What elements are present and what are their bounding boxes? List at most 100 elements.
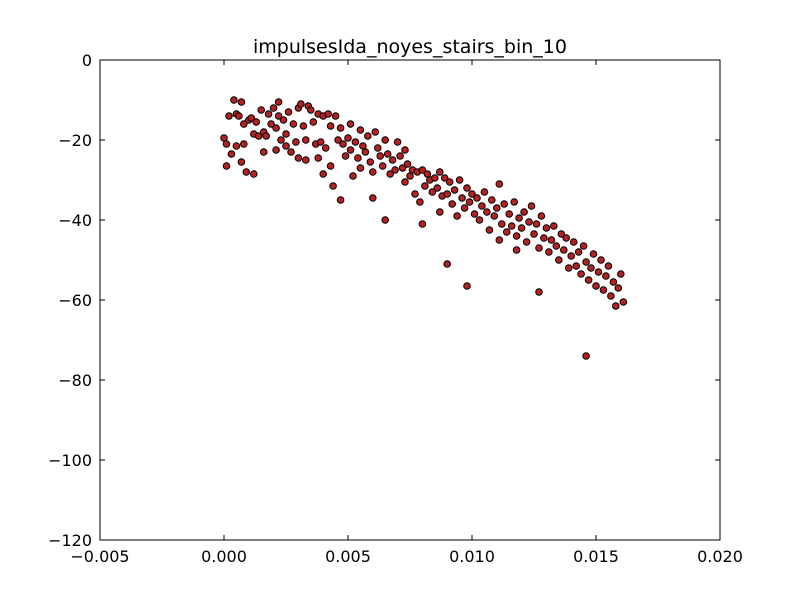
data-point [512, 232, 521, 240]
data-point [493, 204, 501, 212]
data-point [463, 184, 471, 192]
data-point [567, 252, 576, 260]
data-point [349, 172, 357, 180]
data-point [450, 186, 459, 194]
data-point [356, 126, 365, 134]
data-point [480, 188, 489, 196]
data-point [448, 200, 457, 208]
data-point [369, 168, 377, 176]
data-point [274, 112, 283, 120]
data-point [401, 146, 409, 154]
chart-title: impulsesIda_noyes_stairs_bin_10 [253, 36, 567, 58]
data-point [483, 208, 491, 216]
data-point [254, 132, 263, 140]
data-point [530, 230, 538, 238]
data-point [607, 292, 615, 300]
data-point [383, 150, 392, 158]
data-point [321, 144, 330, 152]
data-point [381, 216, 390, 224]
data-point [587, 264, 595, 272]
data-point [532, 220, 541, 228]
data-point [341, 152, 350, 160]
data-point [299, 122, 308, 130]
data-point [597, 256, 605, 264]
data-point [354, 154, 362, 162]
data-point [386, 170, 395, 178]
y-tick-label: −60 [58, 291, 92, 310]
data-point [237, 158, 246, 166]
data-point [418, 220, 427, 228]
data-point [545, 248, 553, 256]
data-point [498, 220, 506, 228]
data-point [453, 212, 461, 220]
data-point [572, 262, 581, 270]
data-point [376, 152, 385, 160]
data-point [331, 112, 340, 120]
data-point [577, 270, 585, 278]
data-point [557, 230, 566, 238]
data-point [262, 132, 271, 140]
data-point [334, 136, 342, 144]
y-tick-label: −20 [58, 131, 92, 150]
data-point [579, 242, 588, 250]
data-point [237, 98, 246, 106]
data-point [252, 118, 261, 126]
data-point [292, 138, 300, 146]
data-point [336, 124, 345, 132]
data-point [302, 136, 310, 144]
data-point [475, 216, 484, 224]
data-point [473, 194, 481, 202]
data-point [351, 138, 360, 146]
data-point [222, 140, 231, 148]
data-point [515, 214, 523, 222]
data-point [517, 224, 526, 232]
data-point [240, 120, 248, 128]
data-point [465, 198, 474, 206]
data-point [232, 142, 241, 150]
data-point [369, 194, 377, 202]
data-point [225, 112, 233, 120]
data-point [550, 222, 558, 230]
x-tick-label: 0.005 [325, 547, 371, 566]
data-point [555, 256, 563, 264]
data-point [505, 210, 514, 218]
data-point [364, 132, 372, 140]
data-point [495, 180, 504, 188]
data-point [222, 162, 231, 170]
data-point [584, 276, 593, 284]
x-tick-label: 0.000 [201, 547, 247, 566]
data-point [289, 120, 298, 128]
data-point [356, 164, 365, 172]
data-point [443, 260, 452, 268]
x-tick-label: 0.015 [573, 547, 619, 566]
data-point [274, 98, 283, 106]
data-point [485, 226, 494, 234]
data-point [411, 190, 419, 198]
data-point [294, 154, 303, 162]
data-point [279, 116, 288, 124]
data-point [458, 194, 466, 202]
x-tick-label: 0.020 [697, 547, 743, 566]
y-tick-label: −100 [48, 451, 92, 470]
data-point [560, 246, 568, 254]
data-point [267, 120, 275, 128]
data-point [470, 210, 479, 218]
data-point [388, 156, 397, 164]
x-tick-label: −0.005 [70, 547, 129, 566]
x-tick-label: 0.010 [449, 547, 495, 566]
data-point [326, 162, 335, 170]
data-point [564, 264, 573, 272]
data-point [361, 148, 370, 156]
data-point [443, 190, 452, 198]
data-point [445, 178, 454, 186]
data-point [393, 138, 402, 146]
data-point [381, 136, 390, 144]
data-point [346, 146, 355, 154]
data-point [574, 248, 583, 256]
data-point [309, 118, 318, 126]
data-point [230, 96, 238, 104]
data-point [520, 208, 528, 216]
data-point [507, 222, 516, 230]
data-point [396, 152, 404, 160]
